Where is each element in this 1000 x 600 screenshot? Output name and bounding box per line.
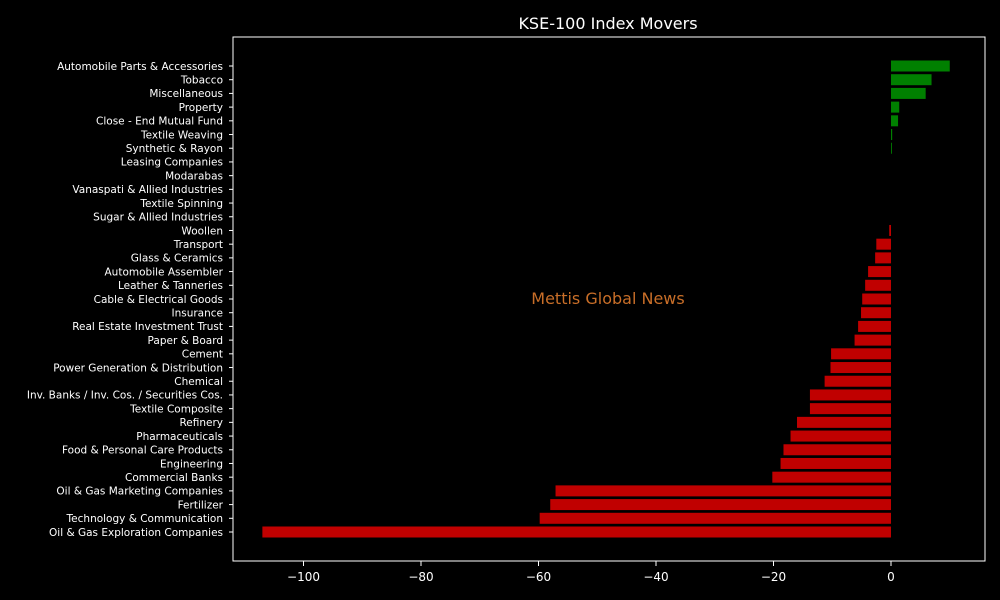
bar xyxy=(862,293,891,305)
category-label: Pharmaceuticals xyxy=(136,431,223,443)
category-label: Cable & Electrical Goods xyxy=(94,294,223,306)
x-tick-label: −20 xyxy=(761,570,786,584)
bar xyxy=(550,499,891,511)
bar xyxy=(891,101,900,113)
category-label: Power Generation & Distribution xyxy=(53,362,223,374)
category-label: Leasing Companies xyxy=(121,157,223,169)
bar xyxy=(889,224,891,236)
category-label: Automobile Parts & Accessories xyxy=(57,61,223,73)
category-label: Vanaspati & Allied Industries xyxy=(72,184,223,196)
category-label: Transport xyxy=(173,239,223,251)
bar xyxy=(809,403,891,415)
bar xyxy=(772,471,891,483)
category-label: Inv. Banks / Inv. Cos. / Securities Cos. xyxy=(27,390,223,402)
bar xyxy=(876,238,891,250)
category-label: Fertilizer xyxy=(178,499,224,511)
category-labels-group: Automobile Parts & Accessories TobaccoMis… xyxy=(27,61,233,539)
category-label: Textile Spinning xyxy=(139,198,223,210)
category-label: Modarabas xyxy=(165,170,223,182)
bar xyxy=(891,142,892,154)
category-label: Commercial Banks xyxy=(125,472,223,484)
bar xyxy=(539,512,891,524)
x-tick-label: −40 xyxy=(643,570,668,584)
bars-group xyxy=(262,60,950,538)
x-tick-label: 0 xyxy=(887,570,895,584)
category-label: Technology & Communication xyxy=(66,513,223,525)
category-label: Close - End Mutual Fund xyxy=(96,116,223,128)
bar xyxy=(809,389,891,401)
category-label: Cement xyxy=(182,349,223,361)
category-label: Paper & Board xyxy=(148,335,223,347)
category-label: Oil & Gas Marketing Companies xyxy=(56,486,223,498)
bar xyxy=(861,307,891,319)
bar xyxy=(891,87,926,99)
category-label: Leather & Tanneries xyxy=(118,280,223,292)
x-tick-label: −80 xyxy=(408,570,433,584)
category-label: Sugar & Allied Industries xyxy=(93,212,223,224)
chart-title: KSE-100 Index Movers xyxy=(518,14,697,33)
category-label: Refinery xyxy=(179,417,223,429)
category-label: Property xyxy=(179,102,223,114)
bar xyxy=(831,348,891,360)
bar xyxy=(780,457,891,469)
category-label: Engineering xyxy=(160,458,223,470)
bar xyxy=(891,115,899,127)
bar xyxy=(555,485,891,497)
category-label: Textile Weaving xyxy=(140,129,223,141)
bar xyxy=(875,252,891,264)
x-tick-label: −100 xyxy=(287,570,320,584)
category-label: Real Estate Investment Trust xyxy=(72,321,223,333)
bar xyxy=(854,334,891,346)
bar xyxy=(790,430,891,442)
bar xyxy=(865,279,891,291)
category-label: Glass & Ceramics xyxy=(131,253,223,265)
bar xyxy=(783,444,891,456)
category-label: Woollen xyxy=(181,225,223,237)
category-label: Food & Personal Care Products xyxy=(62,445,223,457)
category-label: Textile Composite xyxy=(129,403,223,415)
bar xyxy=(830,362,891,374)
category-label: Automobile Assembler xyxy=(105,266,224,278)
bar xyxy=(858,320,891,332)
watermark-text: Mettis Global News xyxy=(531,289,684,308)
category-label: Insurance xyxy=(171,308,223,320)
category-label: Miscellaneous xyxy=(149,88,223,100)
category-label: Synthetic & Rayon xyxy=(126,143,223,155)
bar xyxy=(891,60,950,72)
x-tick-label: −60 xyxy=(526,570,551,584)
bar xyxy=(891,74,932,86)
bar xyxy=(797,416,891,428)
x-axis-group: −100 −80 −60 −40 −20 0 xyxy=(287,561,895,584)
bar xyxy=(868,266,891,278)
category-label: Tobacco xyxy=(180,75,223,87)
category-label: Oil & Gas Exploration Companies xyxy=(49,527,223,539)
bar xyxy=(824,375,891,387)
bar xyxy=(891,129,893,141)
bar xyxy=(262,526,891,538)
category-label: Chemical xyxy=(174,376,223,388)
